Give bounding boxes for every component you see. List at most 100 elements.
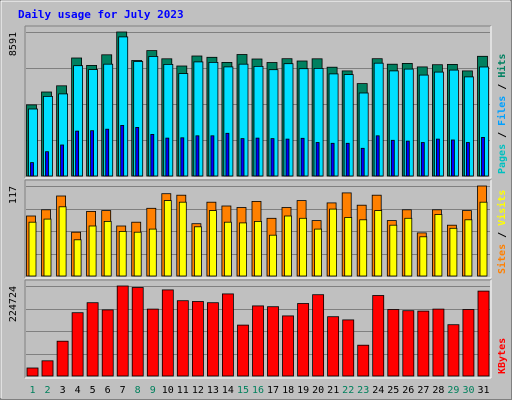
bar-kbytes-day-2 [41,360,54,377]
legend-entry: / [497,226,508,244]
panel-kbytes-legend: KBytes [497,338,508,374]
x-tick-label-day-14: 14 [222,385,234,396]
x-tick-label-day-15: 15 [237,385,249,396]
bar-sites-day-30 [464,219,473,277]
bar-kbytes-day-1 [26,367,39,377]
x-tick-label-day-13: 13 [207,385,219,396]
x-tick-label-day-26: 26 [402,385,414,396]
bar-pages-day-8 [135,127,140,177]
bar-kbytes-day-29 [447,324,460,377]
x-tick-label-day-4: 4 [75,385,81,396]
bar-kbytes-day-30 [462,309,475,377]
x-tick-label-day-25: 25 [387,385,399,396]
bar-sites-day-31 [479,201,488,277]
bar-sites-day-14 [223,221,232,277]
panel-visits-legend: Sites / Visits [496,190,508,274]
legend-entry: Files [496,96,508,126]
bar-kbytes-day-13 [206,302,219,377]
bar-kbytes-day-4 [71,312,84,377]
bar-sites-day-12 [193,226,202,277]
x-tick-label-day-5: 5 [90,385,96,396]
legend-entry: Pages [497,144,508,174]
bar-pages-day-12 [195,135,200,177]
chart-title: Daily usage for July 2023 [18,8,184,21]
x-tick-label-day-12: 12 [192,385,204,396]
bar-kbytes-day-3 [56,340,69,377]
x-tick-label-day-22: 22 [342,385,354,396]
bar-sites-day-2 [43,218,52,277]
x-tick-label-day-16: 16 [252,385,264,396]
bar-kbytes-day-27 [417,310,430,377]
bar-kbytes-day-11 [176,300,189,377]
bar-kbytes-day-22 [342,319,355,377]
bar-sites-day-17 [269,234,277,277]
bar-kbytes-day-26 [402,310,415,377]
bar-pages-day-11 [180,137,185,177]
bar-pages-day-4 [75,130,79,177]
bar-sites-day-10 [163,200,172,277]
legend-entry: KBytes [497,338,508,374]
bar-pages-day-24 [375,135,380,177]
x-tick-label-day-24: 24 [372,385,384,396]
x-tick-label-day-29: 29 [447,385,459,396]
bar-sites-day-22 [344,217,353,277]
bar-pages-day-27 [420,142,425,177]
x-tick-label-day-7: 7 [120,385,126,396]
bar-pages-day-16 [255,137,260,177]
bar-kbytes-day-21 [327,316,340,377]
bar-kbytes-day-31 [477,290,490,377]
bar-sites-day-24 [374,210,383,277]
bar-kbytes-day-7 [116,285,129,377]
x-tick-label-day-9: 9 [150,385,156,396]
bar-kbytes-day-19 [297,303,310,377]
bar-kbytes-day-25 [387,309,400,377]
x-tick-label-day-10: 10 [162,385,174,396]
bar-kbytes-day-8 [131,287,144,377]
bar-pages-day-23 [360,147,365,177]
legend-entry: Visits [496,190,508,226]
x-tick-label-day-31: 31 [477,385,489,396]
x-tick-label-day-20: 20 [312,385,324,396]
bar-sites-day-21 [329,208,338,277]
bar-kbytes-day-5 [86,302,99,377]
bar-kbytes-day-18 [282,315,294,377]
bar-sites-day-3 [58,206,67,277]
bar-kbytes-day-17 [267,306,279,377]
bar-kbytes-day-15 [237,324,249,377]
bar-sites-day-27 [419,236,428,277]
x-tick-label-day-21: 21 [327,385,339,396]
bar-pages-day-13 [210,135,215,177]
bar-kbytes-day-20 [312,294,325,377]
bar-sites-day-23 [359,219,368,277]
bar-kbytes-day-14 [221,293,234,377]
bar-sites-day-18 [284,215,292,277]
x-tick-label-day-11: 11 [177,385,189,396]
x-tick-label-day-6: 6 [105,385,111,396]
bar-pages-day-6 [105,128,110,177]
bar-sites-day-4 [73,239,82,277]
bar-sites-day-7 [118,230,127,277]
bar-pages-day-10 [165,137,170,177]
bar-pages-day-26 [405,140,410,177]
bar-kbytes-day-6 [101,309,114,377]
x-tick-label-day-8: 8 [135,385,141,396]
bar-sites-day-16 [254,220,262,277]
bar-sites-day-6 [103,220,112,277]
bar-sites-day-15 [239,222,247,277]
bar-pages-day-19 [300,137,305,177]
bar-pages-day-25 [390,139,395,177]
bar-pages-day-30 [465,142,470,177]
bar-kbytes-day-16 [252,305,264,377]
bar-pages-day-15 [240,138,245,177]
bar-kbytes-day-10 [161,289,174,377]
bar-sites-day-29 [449,227,458,277]
panel-hits-legend: Pages / Files / Hits [496,54,508,174]
bar-pages-day-29 [450,139,455,177]
bar-kbytes-day-28 [432,308,445,377]
bar-pages-day-21 [330,142,335,177]
bar-sites-day-25 [389,224,398,277]
bar-kbytes-day-9 [146,308,159,377]
bar-sites-day-1 [28,221,37,277]
x-tick-label-day-18: 18 [282,385,294,396]
